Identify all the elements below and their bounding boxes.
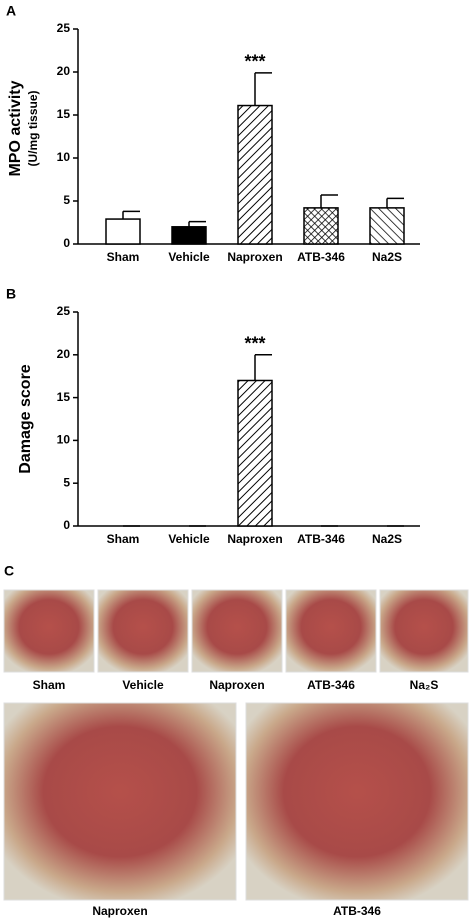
panel-label: C — [4, 563, 14, 579]
y-tick-label: 5 — [63, 193, 70, 207]
panel-label: A — [6, 3, 16, 19]
panel-c: C Sham Vehicle Naproxen ATB-346 Na₂S Nap… — [3, 563, 469, 918]
y-tick-label: 10 — [57, 433, 71, 447]
y-tick-label: 20 — [57, 347, 71, 361]
bar — [237, 104, 273, 245]
y-tick-label: 25 — [57, 304, 71, 318]
x-tick-label: Naproxen — [227, 532, 282, 546]
photo — [379, 589, 469, 673]
y-tick-label: 15 — [57, 390, 71, 404]
y-axis-label: Damage score — [17, 364, 34, 473]
x-tick-label: Vehicle — [168, 532, 210, 546]
photo — [191, 589, 283, 673]
caption: ATB-346 — [307, 678, 355, 692]
panel-label: B — [6, 286, 16, 302]
caption: Sham — [33, 678, 66, 692]
photo — [3, 702, 237, 901]
bar — [171, 226, 207, 245]
bar — [369, 207, 405, 245]
photo — [97, 589, 189, 673]
x-tick-label: Sham — [107, 532, 140, 546]
x-tick-label: Na2S — [372, 532, 402, 546]
y-axis-label: MPO activity — [7, 80, 24, 176]
y-tick-label: 5 — [63, 475, 70, 489]
y-tick-label: 15 — [57, 107, 71, 121]
y-tick-label: 10 — [57, 150, 71, 164]
y-tick-label: 25 — [57, 21, 71, 35]
caption: Vehicle — [122, 678, 164, 692]
caption: ATB-346 — [333, 904, 381, 918]
bar — [303, 207, 339, 245]
y-tick-label: 0 — [63, 518, 70, 532]
x-tick-label: ATB-346 — [297, 532, 345, 546]
bar — [105, 218, 141, 245]
photo — [285, 589, 377, 673]
caption: Na₂S — [410, 678, 439, 692]
caption: Naproxen — [209, 678, 264, 692]
x-tick-label: ATB-346 — [297, 250, 345, 264]
annotation: *** — [244, 52, 265, 72]
caption: Naproxen — [92, 904, 147, 918]
x-tick-label: Na2S — [372, 250, 402, 264]
bar — [237, 379, 273, 527]
photo — [3, 589, 95, 673]
y-tick-label: 20 — [57, 64, 71, 78]
annotation: *** — [244, 334, 265, 354]
x-tick-label: Naproxen — [227, 250, 282, 264]
photo — [245, 702, 469, 901]
x-tick-label: Sham — [107, 250, 140, 264]
y-tick-label: 0 — [63, 236, 70, 250]
x-tick-label: Vehicle — [168, 250, 210, 264]
y-axis-sublabel: (U/mg tissue) — [26, 90, 40, 166]
